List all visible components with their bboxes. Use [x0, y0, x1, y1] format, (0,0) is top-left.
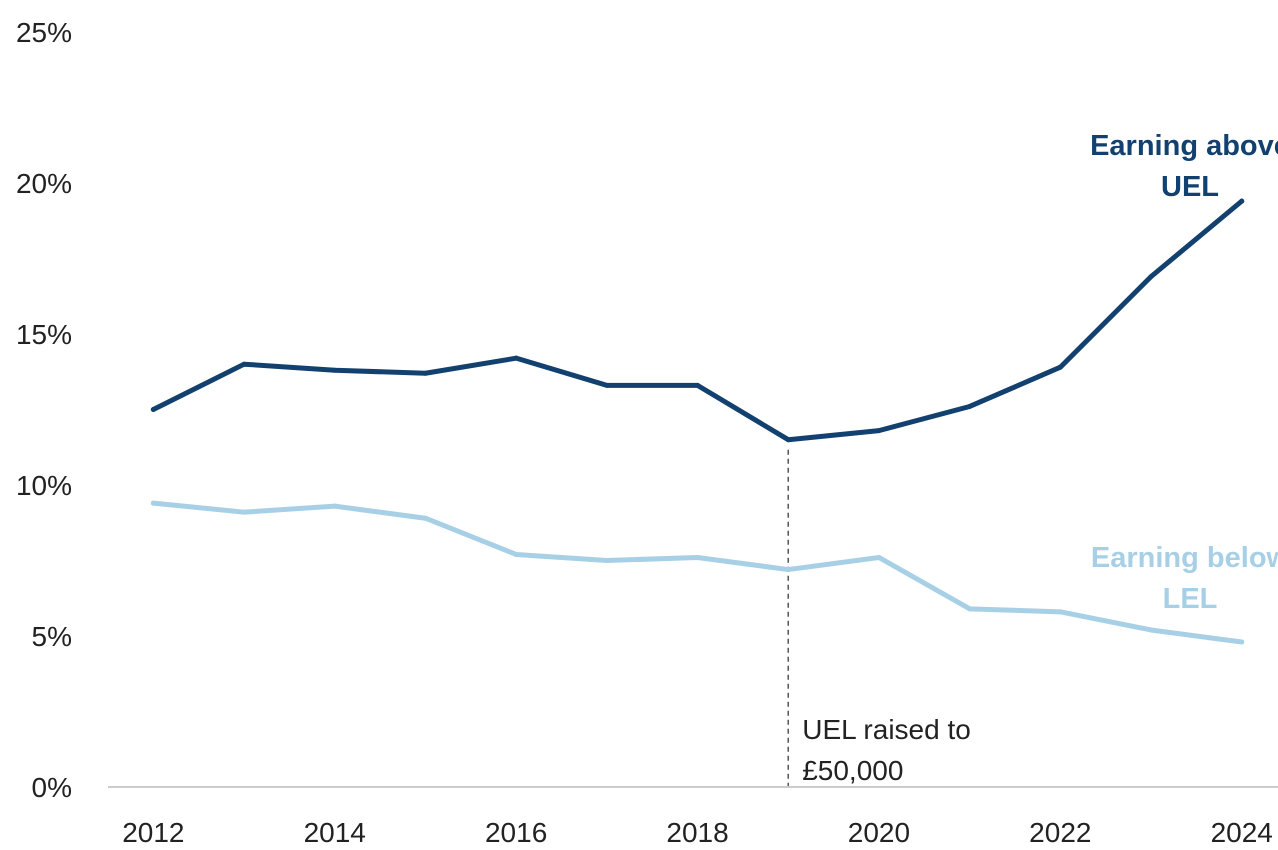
- data-point: [785, 567, 791, 573]
- series-label: LEL: [1163, 583, 1218, 615]
- data-point: [332, 503, 338, 509]
- data-point: [150, 500, 156, 506]
- y-axis-ticks: 0% 5% 10% 15% 20% 25%: [16, 17, 72, 803]
- x-tick-label: 2024: [1211, 817, 1273, 845]
- data-point: [1239, 198, 1245, 204]
- series-labels: Earning above UEL Earning below LEL: [1090, 130, 1278, 615]
- data-point: [1239, 639, 1245, 645]
- data-point: [1057, 609, 1063, 615]
- y-tick-label: 25%: [16, 17, 72, 48]
- data-point: [513, 551, 519, 557]
- data-point: [241, 509, 247, 515]
- x-tick-label: 2022: [1029, 817, 1091, 845]
- data-point: [967, 606, 973, 612]
- data-point: [513, 355, 519, 361]
- y-tick-label: 20%: [16, 168, 72, 199]
- x-tick-label: 2016: [485, 817, 547, 845]
- series-label: Earning above: [1090, 130, 1278, 162]
- data-point: [876, 428, 882, 434]
- data-point: [150, 407, 156, 412]
- data-point: [422, 515, 428, 521]
- y-tick-label: 5%: [32, 621, 72, 652]
- y-tick-label: 15%: [16, 319, 72, 350]
- series-label: UEL: [1161, 171, 1219, 203]
- data-point: [332, 367, 338, 373]
- x-tick-label: 2014: [304, 817, 366, 845]
- data-point: [695, 382, 701, 388]
- data-point: [241, 361, 247, 367]
- series-lines: [150, 198, 1245, 645]
- data-point: [695, 554, 701, 560]
- x-tick-label: 2012: [122, 817, 184, 845]
- data-point: [967, 403, 973, 409]
- series-line: [150, 500, 1245, 645]
- data-point: [422, 370, 428, 376]
- annotation-label: £50,000: [802, 755, 903, 786]
- series-label: Earning below: [1091, 542, 1278, 574]
- x-tick-label: 2020: [848, 817, 910, 845]
- y-tick-label: 0%: [32, 772, 72, 803]
- x-tick-label: 2018: [666, 817, 728, 845]
- data-point: [785, 437, 791, 443]
- data-point: [1148, 274, 1154, 280]
- annotation-label: UEL raised to: [802, 714, 971, 745]
- data-point: [604, 558, 610, 563]
- series-line: [150, 198, 1245, 443]
- x-axis-ticks: 2012 2014 2016 2018 2020 2022 2024: [122, 817, 1273, 848]
- data-point: [876, 554, 882, 560]
- data-point: [1148, 627, 1154, 633]
- y-tick-label: 10%: [16, 470, 72, 501]
- annotations: UEL raised to £50,000: [787, 449, 971, 787]
- data-point: [604, 382, 610, 388]
- data-point: [1057, 364, 1063, 370]
